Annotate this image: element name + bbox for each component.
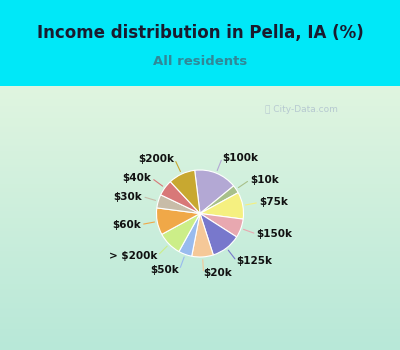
Text: $10k: $10k (250, 175, 278, 185)
Text: > $200k: > $200k (109, 251, 157, 261)
Wedge shape (157, 195, 200, 214)
Text: $60k: $60k (112, 219, 141, 230)
Wedge shape (161, 182, 200, 214)
Text: $75k: $75k (259, 197, 288, 208)
Wedge shape (195, 170, 234, 214)
Text: $50k: $50k (151, 265, 180, 275)
Wedge shape (200, 214, 237, 255)
Wedge shape (179, 214, 200, 256)
Text: $200k: $200k (139, 154, 175, 164)
Wedge shape (200, 214, 243, 237)
Text: $100k: $100k (222, 153, 258, 163)
Text: $30k: $30k (114, 191, 142, 202)
Text: $40k: $40k (123, 173, 152, 183)
Wedge shape (162, 214, 200, 252)
Text: $150k: $150k (256, 229, 292, 239)
Wedge shape (156, 208, 200, 234)
Text: Income distribution in Pella, IA (%): Income distribution in Pella, IA (%) (37, 24, 363, 42)
Text: ⓘ City-Data.com: ⓘ City-Data.com (265, 105, 338, 114)
Wedge shape (200, 193, 244, 219)
Text: All residents: All residents (153, 55, 247, 68)
Wedge shape (200, 186, 238, 214)
Text: $20k: $20k (204, 268, 232, 279)
Wedge shape (170, 170, 200, 214)
Text: $125k: $125k (237, 256, 273, 266)
Wedge shape (192, 214, 213, 257)
